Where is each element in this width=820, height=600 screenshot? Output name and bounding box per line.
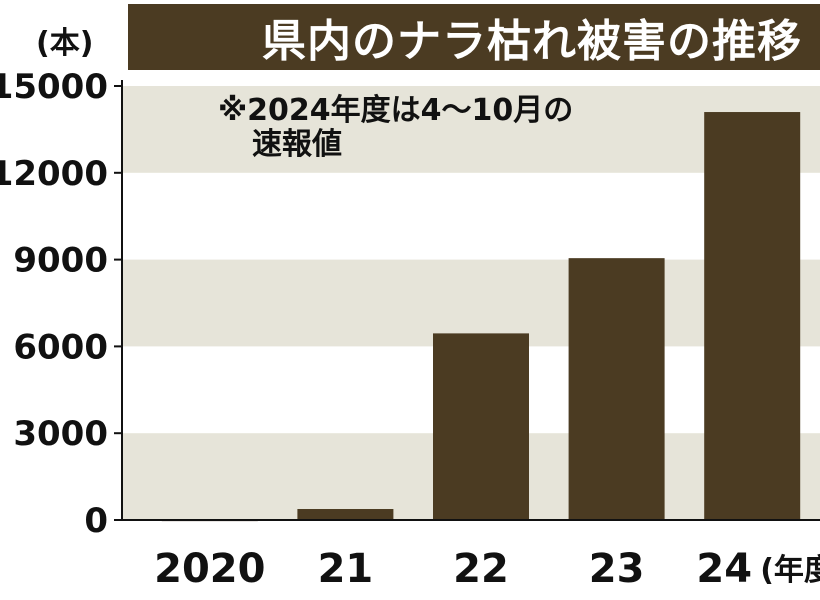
footnote-line-1: ※2024年度は4〜10月の [218,93,574,128]
chart-title: 県内のナラ枯れ被害の推移 [262,16,802,67]
x-tick-label: 2020 [154,546,265,592]
chart-title-bar: 県内のナラ枯れ被害の推移 [128,4,820,70]
x-tick-label: 24 [696,546,752,592]
y-tick-label: 3000 [13,414,108,454]
x-tick-label: 23 [589,546,645,592]
bar [704,112,801,520]
y-tick-label: 15000 [0,67,108,107]
x-tick-label: 21 [318,546,374,592]
bar [433,333,529,520]
x-tick-label: 22 [453,546,509,592]
footnote-line-2: 速報値 [252,127,342,162]
y-tick-labels: 0 3000 6000 9000 12000 15000 [0,67,122,541]
grid-band [122,86,820,173]
bar [297,509,394,520]
x-tick-labels: 2020 21 22 23 24(年度) [154,546,820,592]
y-tick-label: 6000 [13,327,108,367]
bar [568,258,665,520]
x-unit-label: (年度) [760,553,820,588]
footnote: ※2024年度は4〜10月の 速報値 [218,94,573,162]
bars [161,112,801,522]
y-tick-label: 9000 [13,241,108,281]
y-tick-label: 0 [84,501,108,541]
y-unit-label: (本) [36,26,94,61]
grid-band [122,259,820,347]
y-tick-label: 12000 [0,154,108,194]
